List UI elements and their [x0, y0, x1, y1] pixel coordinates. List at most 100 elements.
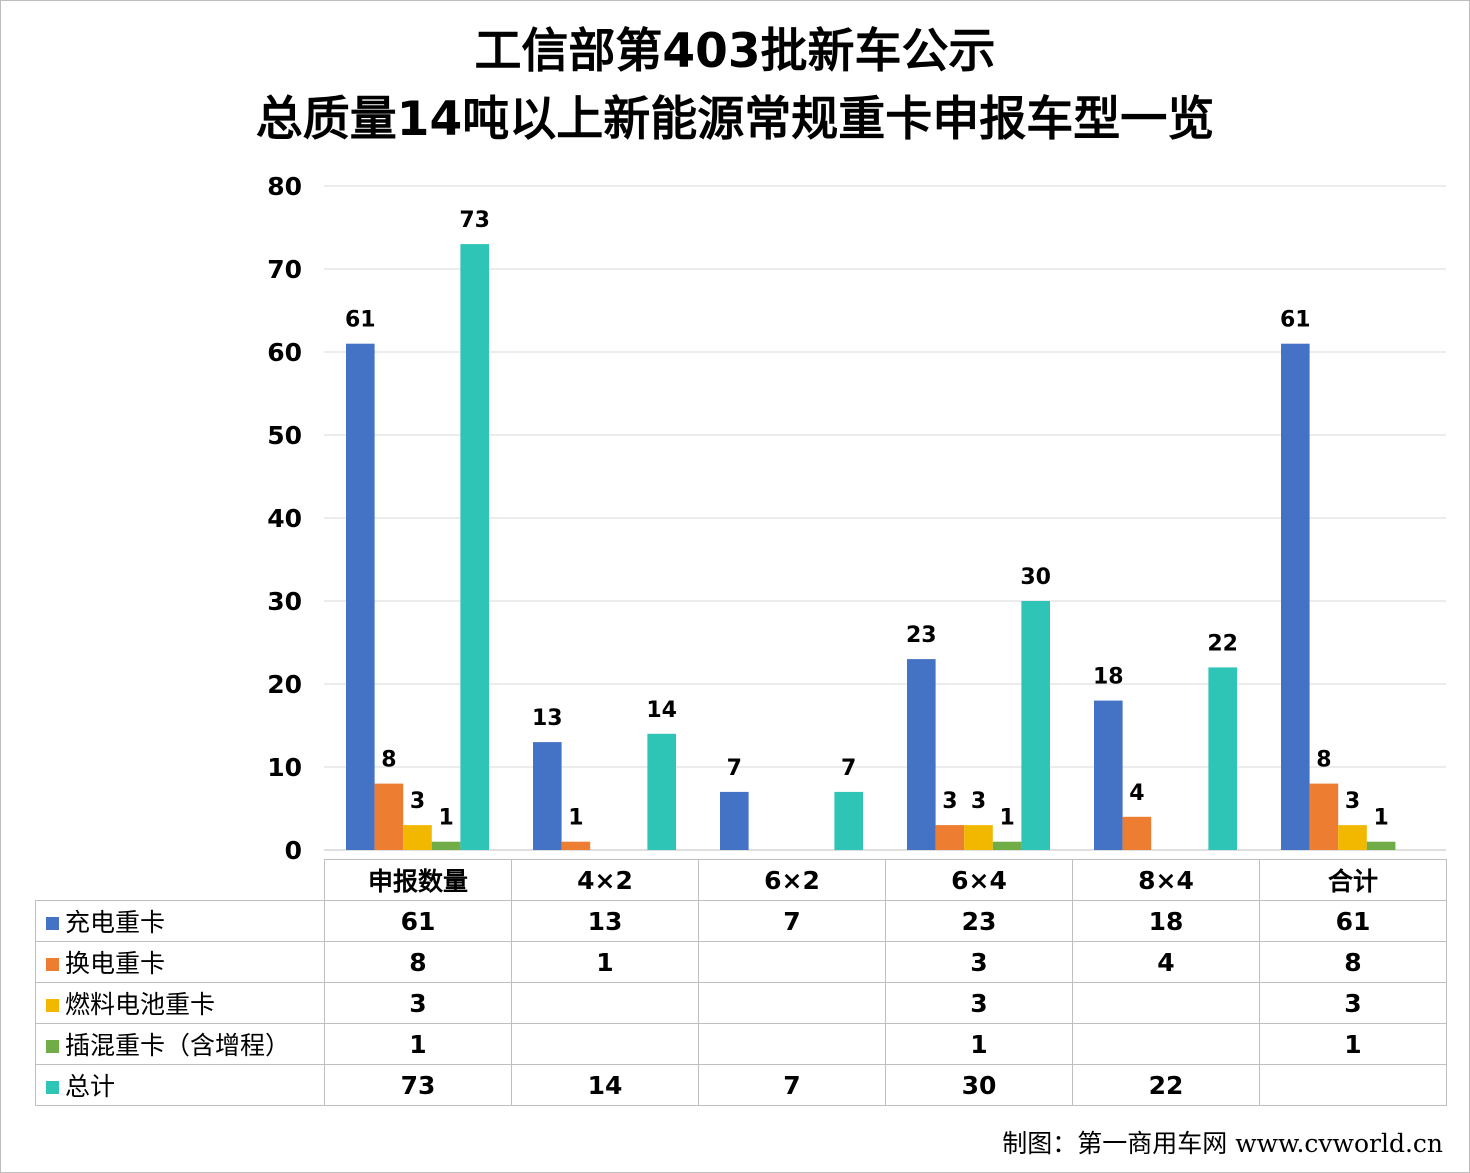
data-label: 14: [646, 698, 677, 723]
series-legend-cell: 充电重卡: [35, 900, 325, 942]
table-cell: 3: [324, 982, 512, 1024]
series-name: 燃料电池重卡: [65, 990, 216, 1019]
data-label: 13: [532, 706, 563, 731]
bar-3-4: [964, 825, 993, 850]
table-cell: 1: [885, 1023, 1073, 1065]
credit-text: 制图：第一商用车网 www.cvworld.cn: [1002, 1129, 1443, 1158]
data-label: 8: [381, 748, 396, 773]
data-label: 1: [1373, 806, 1388, 831]
table-cell: 8: [324, 941, 512, 983]
bar-1-3: [720, 791, 749, 850]
table-cell: 3: [1259, 982, 1447, 1024]
legend-swatch: [46, 917, 59, 930]
y-axis-ticks: 0 10 20 30 40 50 60 70 80: [267, 172, 302, 865]
data-label: 3: [1345, 789, 1360, 814]
bar-3-1: [403, 825, 432, 850]
data-label: 18: [1093, 665, 1124, 690]
table-cell: [1259, 1064, 1447, 1106]
y-tick-label: 60: [267, 338, 302, 367]
bar-3-6: [1338, 825, 1367, 850]
legend-swatch: [46, 1081, 59, 1094]
bar-2-5: [1122, 816, 1152, 850]
chart-title-line1: 工信部第403批新车公示: [474, 24, 996, 79]
table-cell: 61: [324, 900, 512, 942]
table-cell: 23: [885, 900, 1073, 942]
table-cell: [698, 1023, 886, 1065]
table-cell: 30: [885, 1064, 1073, 1106]
y-tick-label: 70: [267, 255, 302, 284]
category-label: 6×4: [885, 859, 1073, 901]
data-label: 3: [410, 789, 425, 814]
table-cell: 1: [511, 941, 699, 983]
table-cell: [511, 982, 699, 1024]
data-label: 61: [1280, 308, 1311, 333]
table-cell: 1: [1259, 1023, 1447, 1065]
bar-2-2: [561, 841, 591, 850]
chart-title-line2: 总质量14吨以上新能源常规重卡申报车型一览: [255, 92, 1215, 147]
y-tick-label: 80: [267, 172, 302, 201]
table-cell: [1072, 1023, 1260, 1065]
table-cell: [698, 941, 886, 983]
table-cell: 13: [511, 900, 699, 942]
table-row: 换电重卡 8 1 3 4 8: [35, 941, 1447, 983]
data-label: 1: [999, 806, 1014, 831]
data-label: 23: [906, 623, 937, 648]
data-label: 3: [942, 789, 957, 814]
series-name: 总计: [65, 1072, 116, 1101]
series-legend-cell: 换电重卡: [35, 941, 325, 983]
legend-swatch: [46, 1040, 59, 1053]
table-corner: [35, 859, 325, 901]
series-legend-cell: 插混重卡（含增程）: [35, 1023, 325, 1065]
table-row: 总计 73 14 7 30 22: [35, 1064, 1447, 1106]
data-label: 7: [727, 756, 742, 781]
y-tick-label: 20: [267, 670, 302, 699]
table-cell: 22: [1072, 1064, 1260, 1106]
bar-1-6: [1281, 343, 1310, 850]
data-label: 73: [459, 208, 490, 233]
bar-5-5: [1208, 667, 1237, 850]
bar-5-2: [647, 733, 676, 850]
table-cell: 1: [324, 1023, 512, 1065]
table-header-row: 申报数量 4×2 6×2 6×4 8×4 合计: [35, 859, 1447, 901]
table-cell: [1072, 982, 1260, 1024]
bar-5-4: [1021, 601, 1050, 850]
y-tick-label: 40: [267, 504, 302, 533]
legend-swatch: [46, 999, 59, 1012]
data-label: 3: [971, 789, 986, 814]
data-label: 1: [438, 806, 453, 831]
category-label: 合计: [1259, 859, 1447, 901]
bar-1-4: [907, 659, 936, 850]
category-label: 申报数量: [324, 859, 512, 901]
table-row: 插混重卡（含增程） 1 1 1: [35, 1023, 1447, 1065]
y-tick-label: 30: [267, 587, 302, 616]
bar-1-5: [1094, 700, 1123, 850]
table-cell: [511, 1023, 699, 1065]
table-row: 充电重卡 61 13 7 23 18 61: [35, 900, 1447, 942]
data-label: 61: [345, 308, 376, 333]
series-name: 充电重卡: [65, 908, 166, 937]
table-cell: 14: [511, 1064, 699, 1106]
table-cell: 3: [885, 941, 1073, 983]
bar-5-3: [834, 791, 863, 850]
gridlines: [324, 185, 1446, 851]
data-label: 22: [1207, 631, 1238, 656]
y-tick-label: 0: [285, 836, 302, 865]
data-label: 1: [568, 806, 583, 831]
bar-2-6: [1309, 783, 1339, 850]
table-cell: [698, 982, 886, 1024]
data-table: 申报数量 4×2 6×2 6×4 8×4 合计 充电重卡 61 13 7 23 18 61 换电重卡 8 1 3…: [35, 859, 1447, 1106]
data-label: 30: [1020, 565, 1051, 590]
series-legend-cell: 总计: [35, 1064, 325, 1106]
bar-4-4: [992, 841, 1022, 850]
bar-2-4: [935, 825, 965, 850]
bar-1-1: [346, 343, 375, 850]
table-cell: 8: [1259, 941, 1447, 983]
table-row: 燃料电池重卡 3 3 3: [35, 982, 1447, 1024]
category-label: 4×2: [511, 859, 699, 901]
bar-4-1: [431, 841, 461, 850]
series-legend-cell: 燃料电池重卡: [35, 982, 325, 1024]
legend-swatch: [46, 958, 59, 971]
bar-4-6: [1366, 841, 1396, 850]
